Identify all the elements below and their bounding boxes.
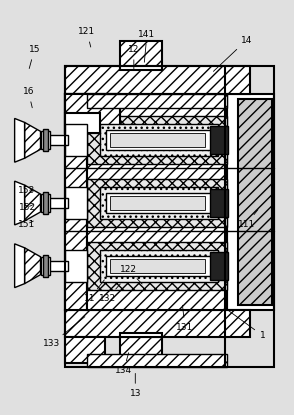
Polygon shape [25,248,41,283]
Bar [120,41,162,67]
Text: 111: 111 [238,210,258,229]
Text: 152: 152 [19,203,36,212]
Bar [87,93,227,310]
Bar [65,93,120,133]
Bar [44,129,49,151]
Polygon shape [15,118,25,162]
Bar [65,310,250,337]
Bar [100,124,218,156]
Bar [44,192,49,214]
Bar [49,198,69,208]
Bar [65,124,87,156]
Bar [210,189,228,217]
Bar [110,196,205,210]
Bar [65,93,87,310]
Text: 151: 151 [19,220,36,229]
Bar [120,337,162,363]
Bar [41,194,51,212]
Bar [65,93,120,133]
Bar [65,250,87,282]
Bar [120,66,162,70]
Text: 133: 133 [43,317,85,348]
Bar [49,261,69,271]
Bar [65,337,105,363]
Bar [65,66,274,367]
Text: 153: 153 [19,186,36,195]
Bar [87,354,227,367]
Bar [65,187,87,219]
Text: 15: 15 [29,45,40,68]
Bar [100,187,218,219]
Text: 1: 1 [225,308,265,340]
Bar [120,333,162,337]
Text: 16: 16 [23,87,34,108]
Bar [210,252,228,280]
Text: 11: 11 [84,280,104,303]
Bar [44,255,49,277]
Bar [87,117,227,164]
Bar [106,193,211,213]
Polygon shape [25,185,41,221]
Bar [49,135,69,145]
Text: 122: 122 [119,265,142,284]
Polygon shape [15,181,25,225]
Bar [110,259,205,273]
Bar [65,66,250,93]
Text: 13: 13 [130,374,141,398]
Bar [65,113,100,133]
Bar [87,242,227,290]
Text: 141: 141 [138,29,156,62]
Polygon shape [25,122,41,158]
Bar [87,179,227,227]
Bar [110,133,205,147]
Text: 12: 12 [128,45,140,71]
Text: 134: 134 [115,353,132,375]
Bar [106,130,211,150]
Text: 121: 121 [78,27,96,47]
Bar [225,93,274,310]
Bar [41,132,51,149]
Bar [100,250,218,282]
Text: 14: 14 [213,36,252,71]
Text: 132: 132 [99,284,120,303]
Bar [87,93,227,108]
Bar [41,257,51,275]
Text: 131: 131 [176,305,194,332]
Bar [65,93,87,310]
Bar [87,93,227,310]
Polygon shape [15,244,25,288]
Bar [238,98,273,305]
Bar [106,256,211,276]
Bar [210,127,228,154]
